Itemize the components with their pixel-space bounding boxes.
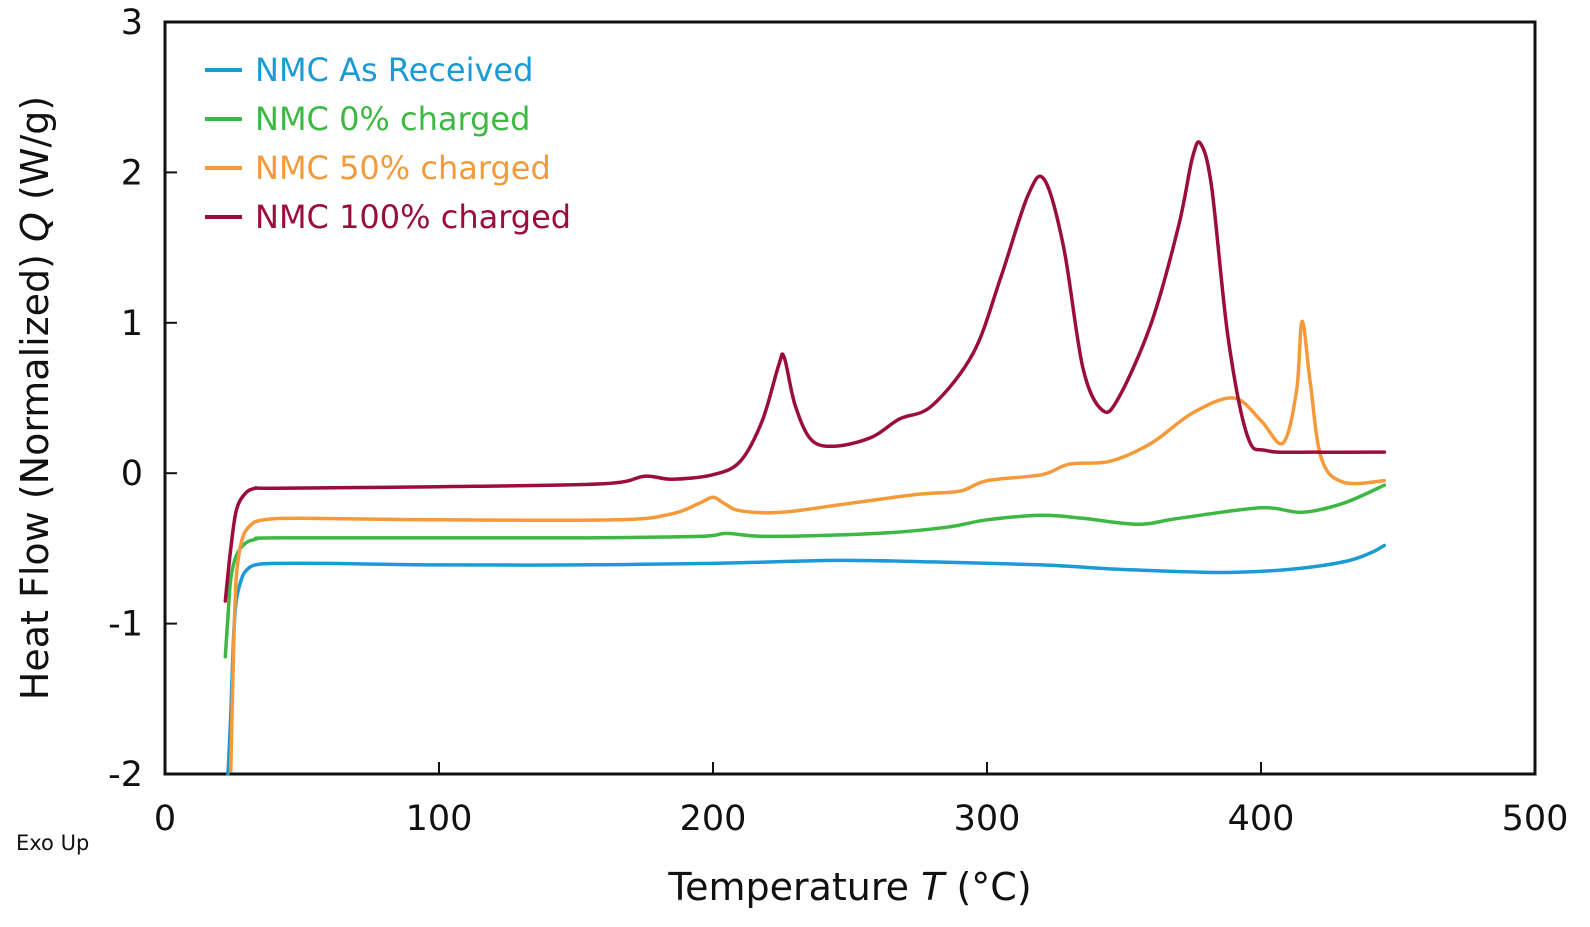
x-tick-label: 500	[1502, 799, 1569, 839]
y-tick-label: 1	[121, 304, 143, 344]
legend-label-nmc-as-received: NMC As Received	[255, 51, 533, 89]
series-line-nmc-0-charged	[223, 483, 1387, 659]
x-tick-label: 0	[154, 799, 176, 839]
y-axis-ticks: -2 -1 0 1 2 3	[108, 3, 177, 795]
legend-label-nmc-100-charged: NMC 100% charged	[255, 198, 571, 236]
x-tick-label: 200	[680, 799, 747, 839]
series-line-nmc-100-charged	[223, 140, 1387, 603]
series-line-nmc-as-received	[226, 543, 1387, 776]
series-line-nmc-50-charged	[229, 319, 1387, 773]
legend: NMC As Received NMC 0% charged NMC 50% cha…	[205, 51, 571, 236]
x-tick-label: 300	[954, 799, 1021, 839]
y-tick-label: 3	[121, 3, 143, 43]
x-tick-label: 100	[406, 799, 473, 839]
y-tick-label: -1	[108, 605, 143, 645]
y-tick-label: 2	[121, 153, 143, 193]
y-tick-label: -2	[108, 755, 143, 795]
plot-frame	[163, 20, 1537, 776]
x-tick-label: 400	[1228, 799, 1295, 839]
y-axis-title: Heat Flow (Normalized) Q (W/g)	[13, 96, 57, 700]
legend-label-nmc-50-charged: NMC 50% charged	[255, 149, 551, 187]
x-axis-ticks: 0 100 200 300 400 500	[154, 762, 1569, 839]
y-tick-label: 0	[121, 454, 143, 494]
series-lines	[223, 140, 1387, 776]
x-axis-title: Temperature T (°C)	[667, 865, 1031, 909]
exo-up-note: Exo Up	[16, 831, 89, 855]
legend-label-nmc-0-charged: NMC 0% charged	[255, 100, 530, 138]
